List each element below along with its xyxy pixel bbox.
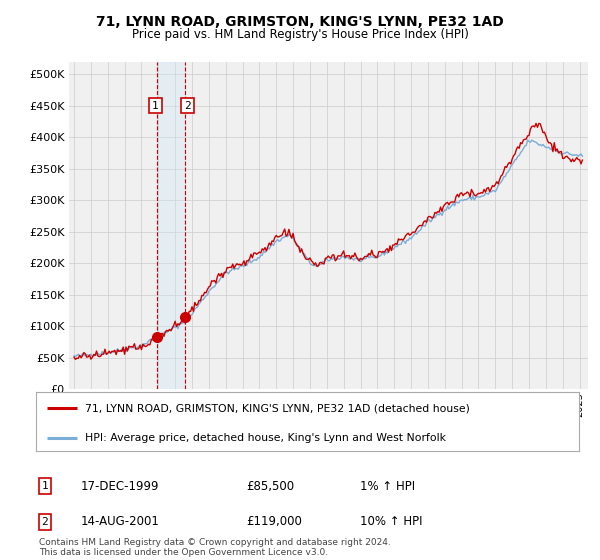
Text: 17-DEC-1999: 17-DEC-1999 bbox=[81, 479, 160, 493]
Text: £85,500: £85,500 bbox=[246, 479, 294, 493]
Text: HPI: Average price, detached house, King's Lynn and West Norfolk: HPI: Average price, detached house, King… bbox=[85, 433, 446, 443]
Text: Price paid vs. HM Land Registry's House Price Index (HPI): Price paid vs. HM Land Registry's House … bbox=[131, 28, 469, 41]
Bar bbox=[157, 62, 185, 389]
Text: 2: 2 bbox=[184, 101, 191, 111]
Text: 71, LYNN ROAD, GRIMSTON, KING'S LYNN, PE32 1AD: 71, LYNN ROAD, GRIMSTON, KING'S LYNN, PE… bbox=[96, 15, 504, 29]
Text: Contains HM Land Registry data © Crown copyright and database right 2024.
This d: Contains HM Land Registry data © Crown c… bbox=[39, 538, 391, 557]
Text: 10% ↑ HPI: 10% ↑ HPI bbox=[360, 515, 422, 529]
Text: 14-AUG-2001: 14-AUG-2001 bbox=[81, 515, 160, 529]
Text: £119,000: £119,000 bbox=[246, 515, 302, 529]
Text: 2: 2 bbox=[41, 517, 49, 527]
Text: 1: 1 bbox=[152, 101, 159, 111]
Text: 1% ↑ HPI: 1% ↑ HPI bbox=[360, 479, 415, 493]
Text: 1: 1 bbox=[41, 481, 49, 491]
Text: 71, LYNN ROAD, GRIMSTON, KING'S LYNN, PE32 1AD (detached house): 71, LYNN ROAD, GRIMSTON, KING'S LYNN, PE… bbox=[85, 403, 470, 413]
